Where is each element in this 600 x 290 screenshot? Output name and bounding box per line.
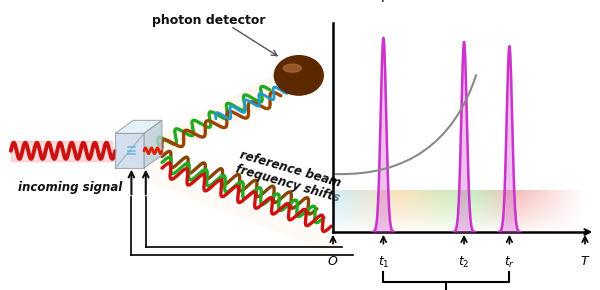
- Circle shape: [274, 56, 323, 95]
- Text: $t_r$: $t_r$: [504, 255, 515, 270]
- Text: $O$: $O$: [328, 255, 338, 268]
- FancyArrow shape: [11, 141, 112, 161]
- Polygon shape: [151, 157, 331, 252]
- Polygon shape: [115, 120, 162, 133]
- Polygon shape: [151, 58, 306, 162]
- Text: reference beam
frequency shifts: reference beam frequency shifts: [234, 148, 346, 205]
- Text: photon detector: photon detector: [152, 14, 266, 27]
- Text: $T$: $T$: [580, 255, 590, 268]
- Text: $t_2$: $t_2$: [458, 255, 470, 270]
- Text: $t_1$: $t_1$: [377, 255, 389, 270]
- Polygon shape: [144, 120, 162, 168]
- Text: incoming signal: incoming signal: [18, 181, 122, 193]
- Ellipse shape: [283, 64, 301, 72]
- Text: photon detection times: photon detection times: [381, 0, 537, 2]
- Polygon shape: [115, 133, 144, 168]
